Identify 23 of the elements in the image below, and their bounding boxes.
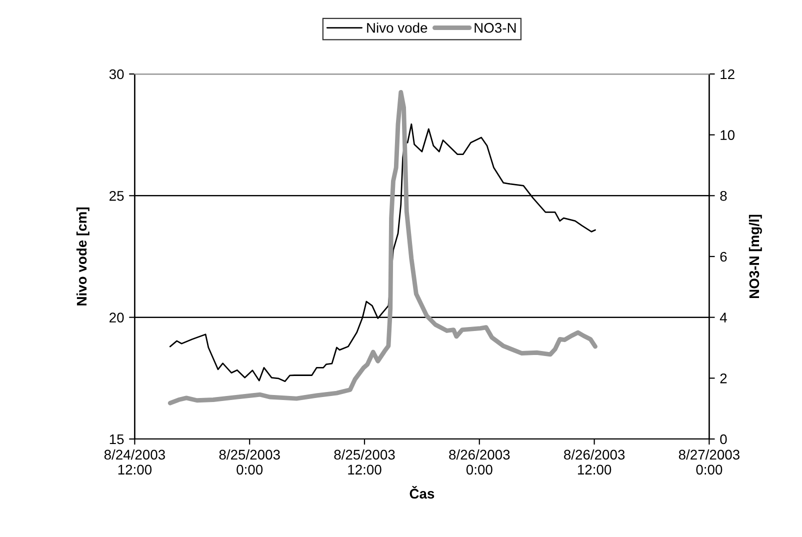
y2-tick-label: 6 bbox=[720, 252, 727, 262]
x-axis-title: Čas bbox=[410, 486, 434, 499]
x-tick-label: 8/24/2003 12:00 bbox=[104, 449, 165, 475]
y2-tick-label: 0 bbox=[720, 434, 727, 444]
y-tick-label: 15 bbox=[110, 434, 124, 444]
y2-tick-label: 12 bbox=[720, 69, 734, 80]
line-series bbox=[168, 90, 598, 406]
y2-tick-label: 4 bbox=[720, 312, 727, 322]
y-tick-label: 25 bbox=[110, 191, 124, 201]
y2-tick-label: 2 bbox=[720, 374, 727, 384]
y-tick-label: 30 bbox=[109, 69, 124, 80]
x-tick-label: 8/25/2003 12:00 bbox=[334, 449, 395, 475]
y-tick-label: 20 bbox=[110, 312, 124, 323]
y2-axis-title: NO3-N [mg/l] bbox=[748, 214, 762, 298]
y2-tick-label: 10 bbox=[720, 130, 735, 140]
y-axis-title: Nivo vode [cm] bbox=[76, 208, 90, 306]
legend-label: Nivo vode bbox=[367, 22, 428, 33]
y2-tick-label: 8 bbox=[720, 191, 727, 201]
x-tick-label: 8/26/2003 0:00 bbox=[449, 449, 510, 475]
x-tick-label: 8/27/2003 0:00 bbox=[678, 449, 740, 475]
x-tick-label: 8/26/2003 12:00 bbox=[564, 449, 625, 475]
legend-label: NO3-N bbox=[474, 22, 516, 33]
x-tick-label: 8/25/2003 0:00 bbox=[219, 449, 280, 475]
